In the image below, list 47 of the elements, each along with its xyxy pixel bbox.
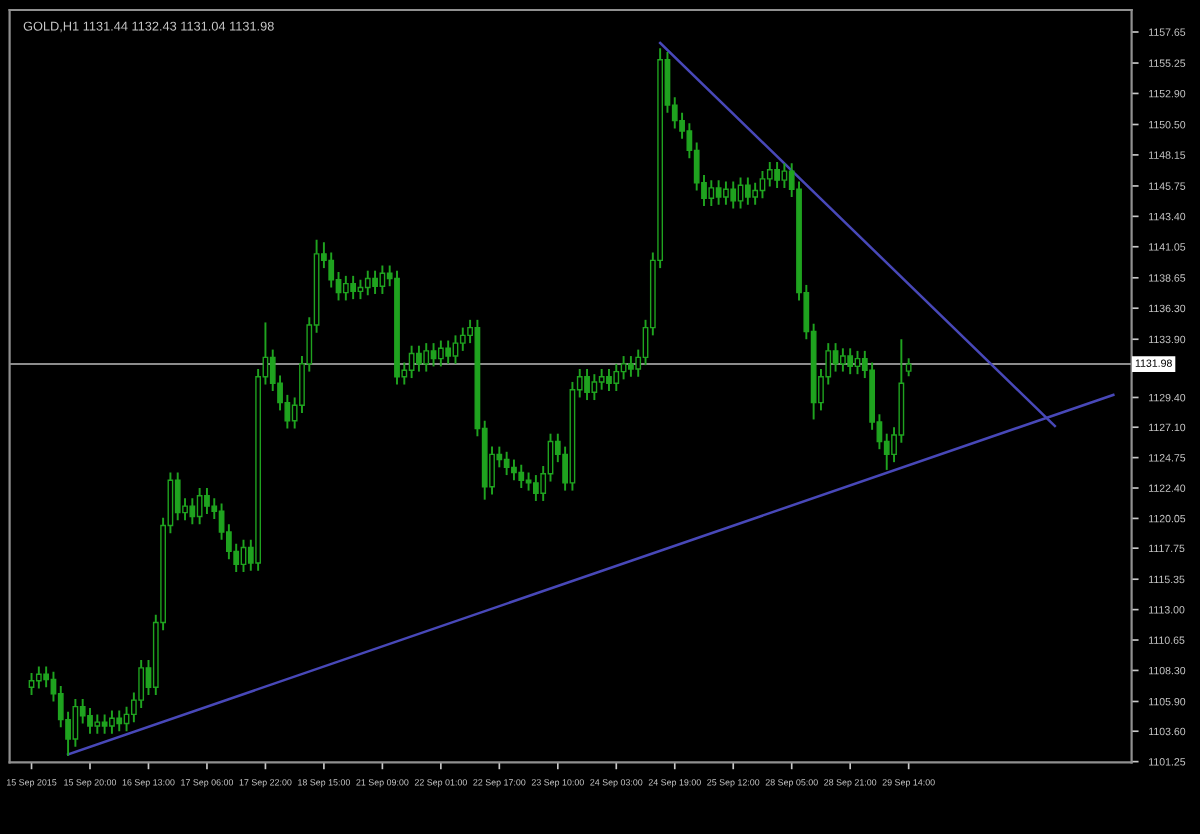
candlestick	[708, 179, 715, 207]
candlestick	[715, 179, 722, 206]
candlestick	[832, 342, 839, 373]
candlestick	[423, 342, 430, 373]
candlestick	[364, 269, 371, 297]
candlestick	[196, 487, 203, 526]
candlestick	[372, 269, 378, 295]
candlestick	[379, 264, 386, 295]
candlestick	[204, 487, 210, 515]
candlestick	[459, 326, 466, 352]
candlestick	[847, 347, 854, 376]
candlestick	[408, 344, 415, 380]
candlestick	[28, 672, 35, 696]
candlestick	[774, 161, 780, 189]
candlestick	[752, 181, 759, 206]
candlestick	[174, 471, 181, 522]
candlestick	[781, 162, 788, 189]
candlestick	[598, 368, 605, 391]
candlestick	[628, 355, 634, 378]
candlestick	[189, 497, 196, 526]
candlestick	[518, 463, 525, 489]
candlestick	[766, 161, 773, 188]
candlestick	[525, 471, 532, 492]
candlestick	[94, 713, 101, 735]
candlestick	[723, 180, 729, 206]
candlestick	[503, 450, 510, 477]
candlestick	[452, 334, 459, 365]
candlestick	[613, 362, 620, 392]
candlestick	[839, 347, 846, 373]
candlestick	[116, 709, 123, 733]
candlestick	[416, 344, 422, 373]
candlestick	[35, 665, 42, 690]
candlestick	[350, 274, 357, 301]
candlestick	[87, 706, 93, 735]
candlestick	[342, 274, 349, 302]
candlestick	[72, 697, 79, 748]
candlestick	[744, 176, 751, 206]
candlestick	[532, 474, 539, 502]
candlestick	[591, 373, 598, 402]
candlestick	[109, 709, 115, 735]
candlestick	[101, 713, 108, 735]
candlestick	[606, 368, 612, 392]
candlestick	[730, 180, 737, 210]
candlestick	[437, 339, 444, 368]
candlestick	[511, 458, 517, 482]
candlestick	[584, 368, 590, 402]
candlestick	[445, 339, 452, 365]
